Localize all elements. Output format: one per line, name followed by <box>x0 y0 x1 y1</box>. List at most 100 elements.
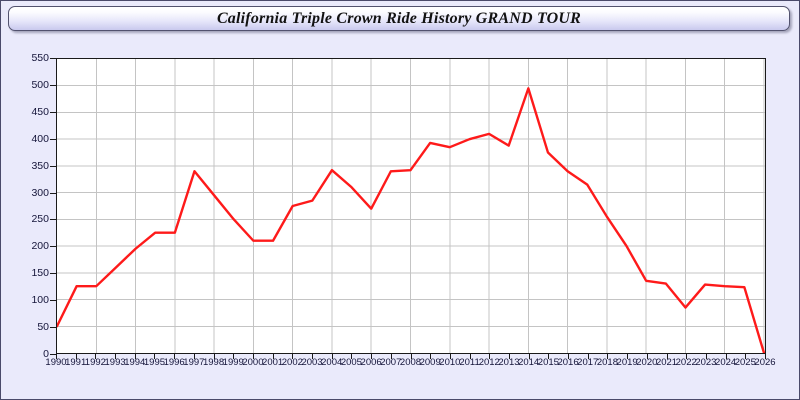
x-tick-label: 2005 <box>340 357 362 368</box>
x-tick-mark <box>588 354 589 359</box>
y-tick-mark <box>50 165 56 167</box>
x-tick-label: 2014 <box>518 357 540 368</box>
plot-area <box>56 58 766 354</box>
x-tick-label: 2016 <box>557 357 579 368</box>
x-tick-label: 1997 <box>183 357 205 368</box>
x-tick-mark <box>706 354 707 359</box>
y-tick-label: 550 <box>31 52 49 64</box>
y-tick-label: 200 <box>31 240 49 253</box>
x-tick-mark <box>253 354 254 359</box>
x-tick-mark <box>194 354 195 359</box>
x-tick-mark <box>233 354 234 359</box>
x-tick-label: 2010 <box>439 357 461 368</box>
y-tick-label: 300 <box>31 186 49 199</box>
x-tick-mark <box>470 354 471 359</box>
x-tick-mark <box>765 354 766 359</box>
y-tick-mark <box>50 138 56 140</box>
x-tick-mark <box>548 354 549 359</box>
y-tick-mark <box>50 219 56 221</box>
x-tick-mark <box>371 354 372 359</box>
x-tick-mark <box>332 354 333 359</box>
x-tick-mark <box>450 354 451 359</box>
y-tick-mark <box>50 111 56 113</box>
x-tick-label: 1999 <box>222 357 244 368</box>
y-tick-label: 450 <box>31 105 49 118</box>
x-tick-label: 2004 <box>321 357 343 368</box>
page-title: California Triple Crown Ride History GRA… <box>216 9 582 27</box>
x-tick-mark <box>76 354 77 359</box>
y-axis-tick-labels: 0 50 100 150 200 250 300 350 400 450 500 550 <box>1 39 49 399</box>
x-tick-label: 2017 <box>577 357 599 368</box>
x-tick-label: 2002 <box>281 357 303 368</box>
y-tick-mark <box>50 273 56 275</box>
x-tick-label: 1995 <box>143 357 166 368</box>
y-tick-label: 250 <box>31 213 49 226</box>
x-tick-mark <box>351 354 352 359</box>
y-tick-mark <box>50 327 56 329</box>
y-tick-mark <box>50 192 56 194</box>
x-tick-label: 1998 <box>202 357 225 368</box>
x-tick-label: 2015 <box>537 357 559 368</box>
y-tick-label: 150 <box>31 267 49 280</box>
x-tick-label: 2013 <box>498 357 520 368</box>
x-tick-label: 2000 <box>242 357 264 368</box>
y-tick-label: 0 <box>43 348 49 360</box>
x-tick-label: 1991 <box>65 357 87 368</box>
x-tick-label: 2008 <box>399 357 422 368</box>
y-tick-mark <box>50 84 56 86</box>
x-tick-label: 2003 <box>301 357 323 368</box>
x-tick-mark <box>529 354 530 359</box>
x-tick-mark <box>115 354 116 359</box>
x-tick-mark <box>745 354 746 359</box>
x-tick-mark <box>430 354 431 359</box>
y-tick-label: 100 <box>31 294 49 307</box>
x-tick-mark <box>686 354 687 359</box>
x-tick-mark <box>292 354 293 359</box>
x-tick-label: 2011 <box>459 357 480 368</box>
x-tick-mark <box>607 354 608 359</box>
x-tick-label: 2024 <box>715 357 737 368</box>
x-tick-label: 2023 <box>695 357 717 368</box>
x-tick-mark <box>627 354 628 359</box>
x-tick-mark <box>726 354 727 359</box>
x-tick-mark <box>667 354 668 359</box>
y-tick-mark <box>50 58 56 59</box>
x-tick-label: 2020 <box>636 357 658 368</box>
x-tick-mark <box>56 354 57 359</box>
x-tick-label: 2021 <box>655 357 678 368</box>
x-tick-mark <box>391 354 392 359</box>
x-tick-label: 2018 <box>596 357 619 368</box>
x-tick-label: 2025 <box>734 357 756 368</box>
window-title-bar: California Triple Crown Ride History GRA… <box>8 6 790 31</box>
x-tick-label: 2022 <box>675 357 697 368</box>
x-tick-label: 1996 <box>163 357 185 368</box>
y-tick-mark <box>50 354 56 355</box>
x-tick-mark <box>509 354 510 359</box>
x-tick-label: 2009 <box>419 357 441 368</box>
x-tick-mark <box>214 354 215 359</box>
y-tick-mark <box>50 246 56 248</box>
grid-lines <box>57 59 765 353</box>
x-tick-label: 1992 <box>84 357 106 368</box>
x-tick-mark <box>174 354 175 359</box>
x-tick-label: 2007 <box>380 357 402 368</box>
x-tick-label: 1990 <box>45 357 67 368</box>
chart-container: Riders 050100150200250300350400450500550… <box>1 39 799 399</box>
x-tick-mark <box>273 354 274 359</box>
x-tick-label: 2006 <box>360 357 382 368</box>
series-line-0 <box>57 87 765 353</box>
x-tick-label: 1994 <box>124 357 146 368</box>
y-tick-label: 350 <box>31 159 49 172</box>
x-tick-mark <box>489 354 490 359</box>
y-tick-label: 500 <box>31 78 49 91</box>
y-tick-mark <box>50 300 56 302</box>
y-tick-label: 50 <box>37 321 49 334</box>
x-tick-mark <box>95 354 96 359</box>
x-tick-mark <box>312 354 313 359</box>
x-tick-label: 1993 <box>104 357 126 368</box>
x-axis-tick-labels: 1990 1991 1992 1993 1994 1995 1996 1997 1998 1999… <box>1 357 799 379</box>
x-tick-mark <box>154 354 155 359</box>
x-tick-mark <box>568 354 569 359</box>
x-tick-label: 2012 <box>478 357 500 368</box>
